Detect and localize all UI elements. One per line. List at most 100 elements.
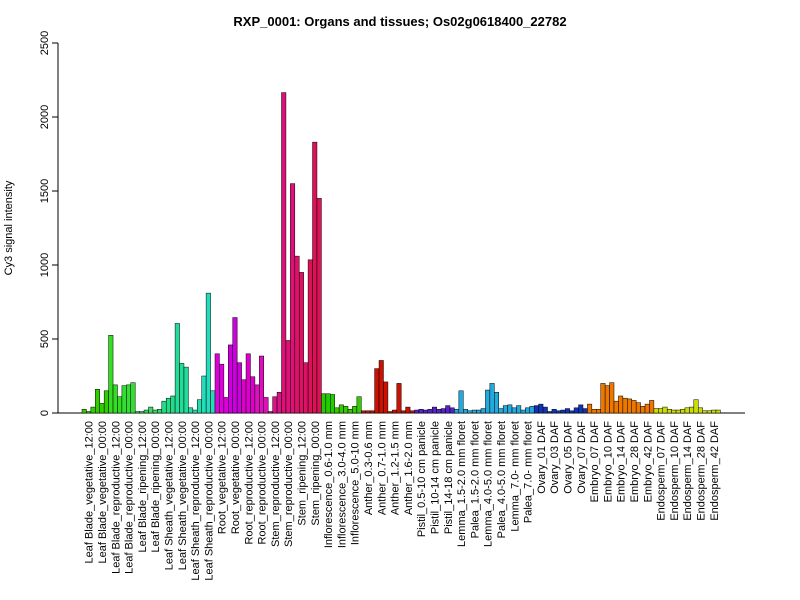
bar: [223, 397, 229, 414]
bar: [578, 404, 584, 414]
bar: [502, 405, 508, 414]
bar: [600, 383, 606, 414]
bar: [86, 411, 92, 414]
x-category-label: Ovary_03 DAF: [549, 421, 561, 494]
bar: [205, 292, 211, 414]
x-category-label: Pistil_10-14 cm panicle: [429, 421, 441, 534]
bar: [321, 393, 327, 414]
bar: [298, 272, 304, 414]
bar: [458, 390, 464, 414]
bar: [463, 409, 468, 414]
x-category-label: Endosperm_28 DAF: [695, 421, 707, 521]
x-category-label: Leaf Sheath_reproductive_12:00: [190, 421, 202, 581]
x-category-label: Leaf Blade_vegetative_00:00: [97, 421, 109, 564]
y-tick-label: 500: [39, 330, 51, 348]
bar: [307, 259, 313, 414]
bar: [378, 360, 384, 414]
bar: [604, 385, 610, 414]
bar: [143, 409, 149, 414]
bar: [365, 410, 371, 414]
x-category-label: Leaf Sheath_vegetative_12:00: [163, 421, 175, 570]
bar: [489, 383, 495, 414]
bar: [693, 399, 699, 414]
x-category-label: Endosperm_07 DAF: [656, 421, 668, 521]
y-axis-ticks: 0 500 1000 1500 2000 2500: [39, 31, 58, 416]
x-category-label: Root_reproductive_12:00: [243, 421, 255, 545]
x-category-label: Stem_ripening_00:00: [310, 421, 322, 526]
x-category-label: Embryo_07 DAF: [589, 421, 601, 503]
bar: [241, 379, 247, 414]
bar: [556, 410, 562, 414]
x-category-label: Inflorescence_3.0-4.0 mm: [336, 421, 348, 548]
category-labels: Leaf Blade_vegetative_12:00 Leaf Blade_ve…: [84, 421, 721, 581]
bar: [112, 384, 118, 414]
bar: [618, 395, 624, 414]
bar: [325, 393, 331, 414]
x-category-label: Leaf Blade_vegetative_12:00: [84, 421, 96, 564]
x-category-label: Inflorescence_0.6-1.0 mm: [323, 421, 335, 548]
x-category-label: Lemma_1.5-2.0 mm floret: [456, 421, 468, 547]
x-category-label: Root_reproductive_00:00: [257, 421, 269, 545]
bar: [95, 389, 100, 414]
bar: [591, 409, 597, 414]
bar: [551, 409, 557, 414]
bar: [569, 410, 575, 414]
x-category-label: Stem_ripening_12:00: [296, 421, 308, 526]
bar: [436, 409, 442, 414]
bar: [197, 399, 202, 414]
bar: [427, 409, 433, 414]
x-category-label: Root_vegetative_00:00: [230, 421, 242, 534]
bar: [635, 402, 641, 414]
bar: [188, 407, 194, 414]
bar: [285, 340, 291, 414]
bar: [697, 407, 703, 414]
x-category-label: Lemma_4.0-5.0 mm floret: [483, 421, 495, 547]
bar: [396, 383, 402, 414]
bar: [356, 396, 362, 414]
bar: [259, 355, 265, 414]
bar: [108, 335, 114, 414]
bar: [516, 405, 522, 414]
x-category-label: Palea_1.5-2.0 mm floret: [469, 421, 481, 538]
bar: [525, 407, 531, 414]
bar: [649, 400, 655, 414]
bar: [631, 400, 637, 414]
y-axis-label: Cy3 signal intensity: [3, 180, 15, 275]
y-tick-label: 2000: [39, 105, 51, 129]
x-category-label: Ovary_07 DAF: [576, 421, 588, 494]
bar: [126, 384, 132, 414]
bar: [400, 410, 406, 414]
bar: [174, 323, 180, 414]
bar: [210, 390, 216, 414]
x-category-label: Endosperm_42 DAF: [709, 421, 721, 521]
bar: [507, 404, 513, 414]
x-category-label: Embryo_28 DAF: [629, 421, 641, 503]
bar: [183, 366, 189, 414]
bar: [715, 409, 721, 414]
bar: [689, 406, 695, 414]
bar: [330, 394, 335, 414]
bar: [117, 396, 123, 414]
bar: [423, 409, 429, 414]
bar: [653, 408, 659, 414]
bar: [498, 408, 504, 414]
bar: [152, 409, 158, 414]
y-tick-label: 1500: [39, 179, 51, 203]
x-category-label: Endosperm_14 DAF: [682, 421, 694, 521]
bar: [276, 392, 282, 414]
bar: [573, 407, 579, 414]
bar: [627, 398, 632, 414]
bar: [622, 397, 628, 414]
x-category-label: Lemma_7.0- mm floret: [509, 421, 521, 532]
x-category-label: Pistil_14-18 cm panicle: [443, 421, 455, 534]
bar: [471, 409, 477, 414]
bar: [564, 408, 570, 414]
bar: [245, 353, 251, 414]
x-category-label: Leaf Blade_reproductive_12:00: [110, 421, 122, 574]
bar: [361, 410, 366, 414]
bar: [467, 410, 473, 414]
bar: [418, 409, 424, 414]
bar: [383, 381, 389, 414]
x-category-label: Pistil_0.5-10 cm panicle: [416, 421, 428, 537]
